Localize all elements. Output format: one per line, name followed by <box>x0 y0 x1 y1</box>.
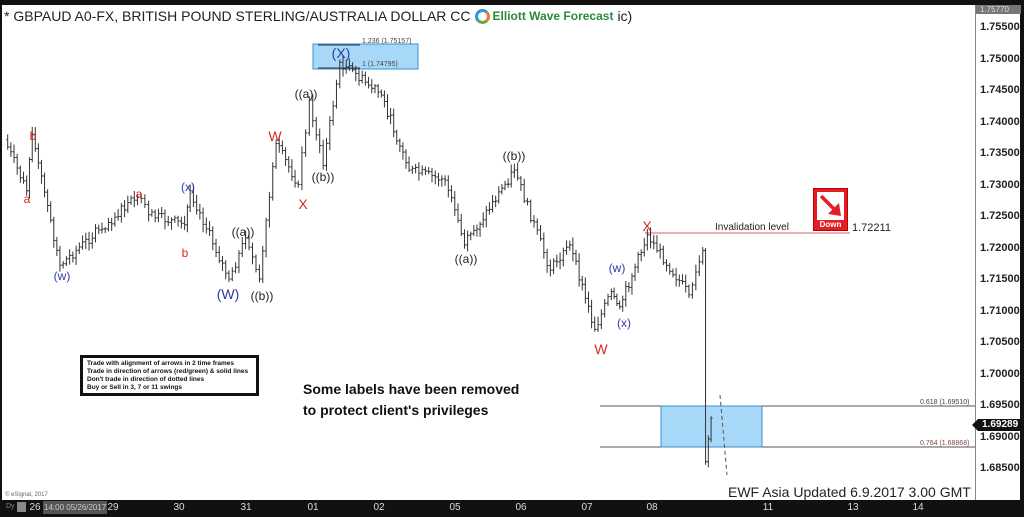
copyright: © eSignal, 2017 <box>5 492 48 498</box>
fib-label-618: 0.618 (1.69510) <box>920 399 970 406</box>
wave-label: (w) <box>53 269 71 283</box>
price-label: 1.71000 <box>980 304 1020 317</box>
time-axis[interactable]: Dy 26 29 30 31 01 02 05 06 07 08 11 13 14 <box>0 500 1024 515</box>
disclaimer-text: Some labels have been removed to protect… <box>303 379 519 421</box>
time-label: 07 <box>581 502 593 513</box>
time-label: 01 <box>307 502 319 513</box>
wave-label: ((b)) <box>250 289 274 303</box>
wave-label: (x) <box>181 180 195 194</box>
top-price: 1.75770 <box>976 5 1021 14</box>
price-label: 1.71500 <box>980 273 1020 285</box>
price-label: 1.74000 <box>980 115 1020 128</box>
logo-icon <box>474 8 490 24</box>
wave-label: W <box>268 128 282 144</box>
time-label: 14 <box>912 502 924 513</box>
arrow-down-right-icon <box>819 194 841 216</box>
wave-label: (x) <box>617 316 631 330</box>
wave-label: a <box>135 187 143 201</box>
price-label: 1.68500 <box>980 462 1020 474</box>
time-label: 08 <box>646 502 658 513</box>
interval-label: Dy <box>6 503 15 510</box>
chart-frame <box>2 5 1020 500</box>
time-label: 11 <box>762 502 774 513</box>
price-label: 1.75500 <box>980 21 1020 33</box>
price-label: 1.73000 <box>980 178 1020 191</box>
price-label: 1.70500 <box>980 336 1020 348</box>
current-price-tag: 1.69289 <box>972 419 1021 431</box>
down-label: Down <box>819 220 842 229</box>
projection-dotted-line <box>719 394 728 476</box>
time-label: 13 <box>847 502 859 513</box>
invalidation-value: 1.72211 <box>852 222 891 234</box>
price-label: 1.72000 <box>980 241 1020 254</box>
rule-line: Don't trade in direction of dotted lines <box>87 376 205 383</box>
fib-label-1236: 1.236 (1.75157) <box>362 38 412 45</box>
wave-label: ((a)) <box>454 252 478 266</box>
rule-line: Buy or Sell in 3, 7 or 11 swings <box>87 384 183 391</box>
price-label: 1.69000 <box>980 430 1020 443</box>
time-label: 05 <box>449 502 461 513</box>
wave-label: (W) <box>216 286 240 302</box>
wave-label: ((a)) <box>294 87 318 101</box>
wave-label: (w) <box>608 261 626 275</box>
price-label: 1.73500 <box>980 147 1020 159</box>
cursor-date: 14:00 05/26/2017 <box>43 501 108 514</box>
title-bar: * GBPAUD A0-FX, BRITISH POUND STERLING/A… <box>4 8 632 24</box>
price-axis[interactable]: 1.75770 1.69289 1.75500 1.75000 1.74500 1.7… <box>972 5 1021 500</box>
time-label: 29 <box>107 502 119 513</box>
wave-label: a <box>23 192 31 206</box>
wave-label: X <box>642 218 652 234</box>
ewf-logo: Elliott Wave Forecast <box>474 8 614 24</box>
disclaimer-line: Some labels have been removed <box>303 381 520 397</box>
price-label: 1.74500 <box>980 84 1020 96</box>
price-label: 1.70000 <box>980 367 1020 380</box>
time-label: 31 <box>240 502 252 513</box>
wave-label: b <box>29 129 37 143</box>
time-label: 30 <box>173 502 185 513</box>
fib-label-764: 0.764 (1.68868) <box>920 440 970 447</box>
fib-label-1: 1 (1.74795) <box>362 61 398 68</box>
wave-label: ((b)) <box>502 149 526 163</box>
fib-target-box-top <box>312 43 419 70</box>
wave-label: ((b)) <box>311 170 335 184</box>
chart-title-tail: ic) <box>617 8 633 24</box>
time-label: 06 <box>515 502 527 513</box>
logo-text: Elliott Wave Forecast <box>492 9 614 23</box>
rule-line: Trade in direction of arrows (red/green)… <box>87 368 249 375</box>
wave-label: b <box>181 246 189 260</box>
price-label: 1.69500 <box>980 399 1020 411</box>
wave-label: W <box>594 341 608 357</box>
chart-title: * GBPAUD A0-FX, BRITISH POUND STERLING/A… <box>4 8 471 24</box>
disclaimer-line: to protect client's privileges <box>303 402 489 418</box>
invalidation-label: Invalidation level <box>715 222 789 233</box>
time-label: 02 <box>373 502 385 513</box>
price-label: 1.72500 <box>980 210 1020 222</box>
update-footer: EWF Asia Updated 6.9.2017 3.00 GMT <box>728 484 971 500</box>
lock-icon[interactable] <box>17 502 26 512</box>
time-label: 26 <box>29 502 41 513</box>
down-arrow-badge: Down <box>813 188 848 231</box>
price-label: 1.75000 <box>980 52 1020 65</box>
wave-label: ((a)) <box>231 225 255 239</box>
trading-rules-box: Trade with alignment of arrows in 2 time… <box>80 355 259 396</box>
wave-label: X <box>298 196 308 212</box>
wave-label: (X) <box>331 45 351 61</box>
rule-line: Trade with alignment of arrows in 2 time… <box>87 360 235 367</box>
